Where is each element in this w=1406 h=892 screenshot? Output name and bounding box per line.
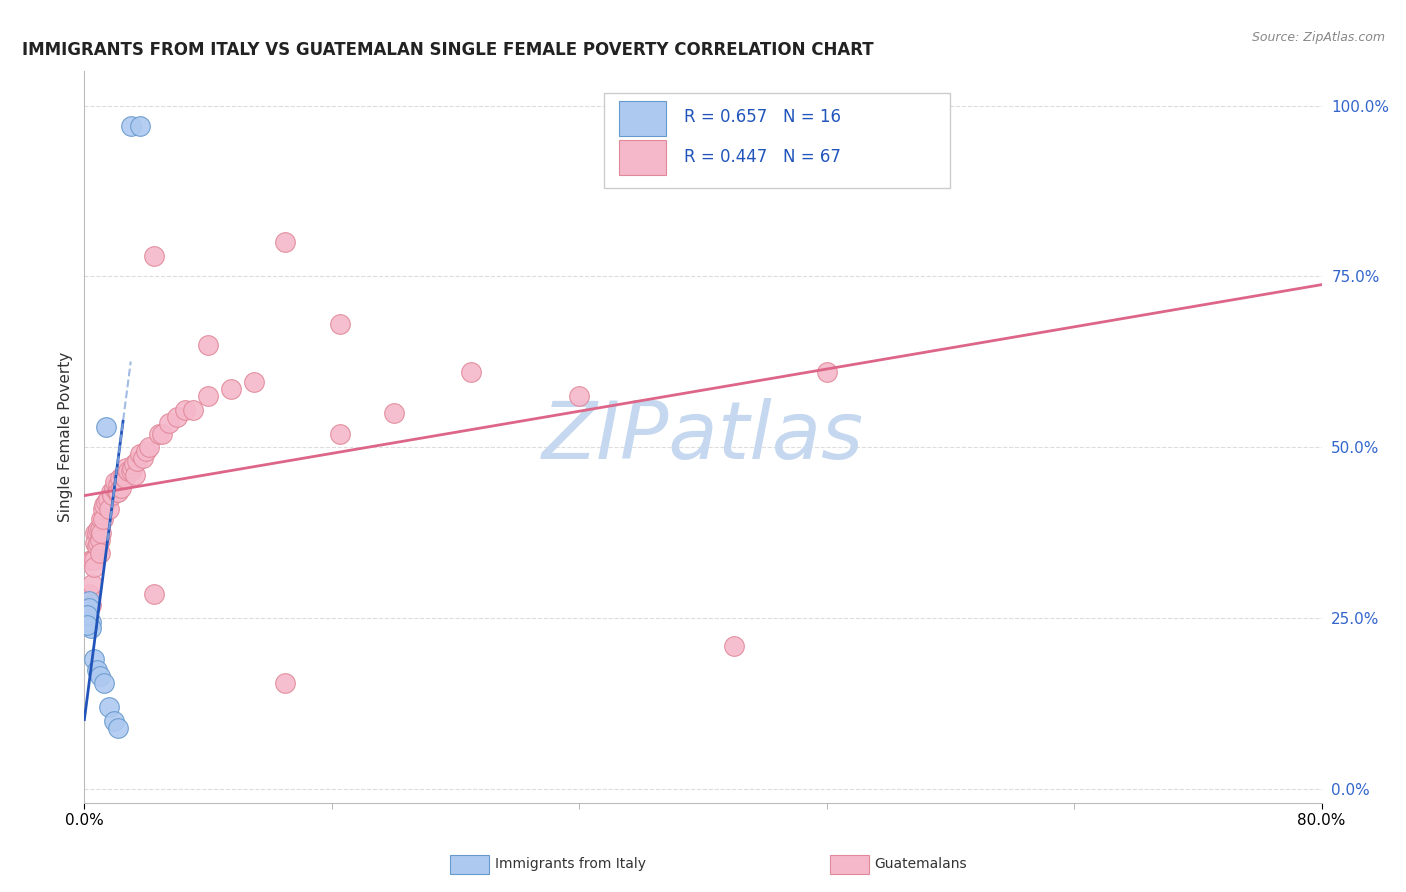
Point [79,598,101,612]
Point [89,546,111,560]
Point [84,525,107,540]
Point [79,622,101,636]
Point [122,458,145,472]
Point [76,607,98,622]
Point [83,560,105,574]
Point [150,426,173,441]
Point [89,669,111,683]
Point [125,454,148,468]
Point [86,663,108,677]
Point [120,119,142,133]
Point [132,450,155,465]
Point [815,365,838,379]
Point [138,440,160,454]
Point [83,652,105,666]
Point [460,365,482,379]
Point [77,587,100,601]
Point [112,467,135,482]
Point [90,512,112,526]
Point [110,481,132,495]
Point [107,484,129,499]
Point [77,594,100,608]
Point [181,402,204,417]
Point [94,495,117,509]
Point [98,501,121,516]
Point [107,478,129,492]
Point [82,553,104,567]
Point [568,389,591,403]
Point [105,484,128,499]
Point [174,402,197,417]
Point [76,618,98,632]
Point [148,426,170,441]
Text: ZIPatlas: ZIPatlas [541,398,865,476]
Point [82,577,104,591]
Point [143,249,166,263]
Point [382,406,405,420]
Point [86,525,108,540]
Point [328,426,352,441]
Point [89,522,111,536]
Point [120,464,142,478]
Point [98,700,121,714]
Point [328,318,352,332]
Text: Immigrants from Italy: Immigrants from Italy [495,857,645,871]
FancyBboxPatch shape [605,94,950,188]
Point [91,501,114,516]
Point [87,522,110,536]
Point [135,443,157,458]
Point [129,447,152,461]
Point [79,553,101,567]
Point [107,721,129,735]
Point [103,714,125,728]
Point [115,460,138,475]
Point [89,533,111,547]
Point [90,525,112,540]
Text: R = 0.447   N = 67: R = 0.447 N = 67 [685,148,841,166]
Point [104,475,127,489]
Point [129,119,152,133]
Text: R = 0.657   N = 16: R = 0.657 N = 16 [685,109,841,127]
Point [159,417,180,431]
Point [121,460,143,475]
Point [96,491,118,506]
Point [86,540,108,554]
Text: Guatemalans: Guatemalans [875,857,967,871]
Point [274,235,297,250]
Point [114,471,136,485]
Point [93,499,115,513]
Point [91,512,114,526]
Point [723,639,745,653]
Point [108,471,131,485]
Point [243,376,266,390]
Bar [619,140,666,175]
Point [219,382,242,396]
Point [117,464,139,478]
Point [77,601,100,615]
Point [124,467,146,482]
Text: Source: ZipAtlas.com: Source: ZipAtlas.com [1251,31,1385,45]
Point [103,481,125,495]
Point [197,389,219,403]
Point [166,409,188,424]
Y-axis label: Single Female Poverty: Single Female Poverty [58,352,73,522]
Point [83,553,105,567]
Point [87,536,110,550]
Point [84,536,107,550]
Point [79,615,101,629]
Point [94,420,117,434]
Point [101,488,124,502]
Point [197,338,219,352]
Point [274,676,297,690]
Point [143,587,166,601]
Bar [619,101,666,136]
Text: IMMIGRANTS FROM ITALY VS GUATEMALAN SINGLE FEMALE POVERTY CORRELATION CHART: IMMIGRANTS FROM ITALY VS GUATEMALAN SING… [22,41,875,59]
Point [93,676,115,690]
Point [100,484,122,499]
